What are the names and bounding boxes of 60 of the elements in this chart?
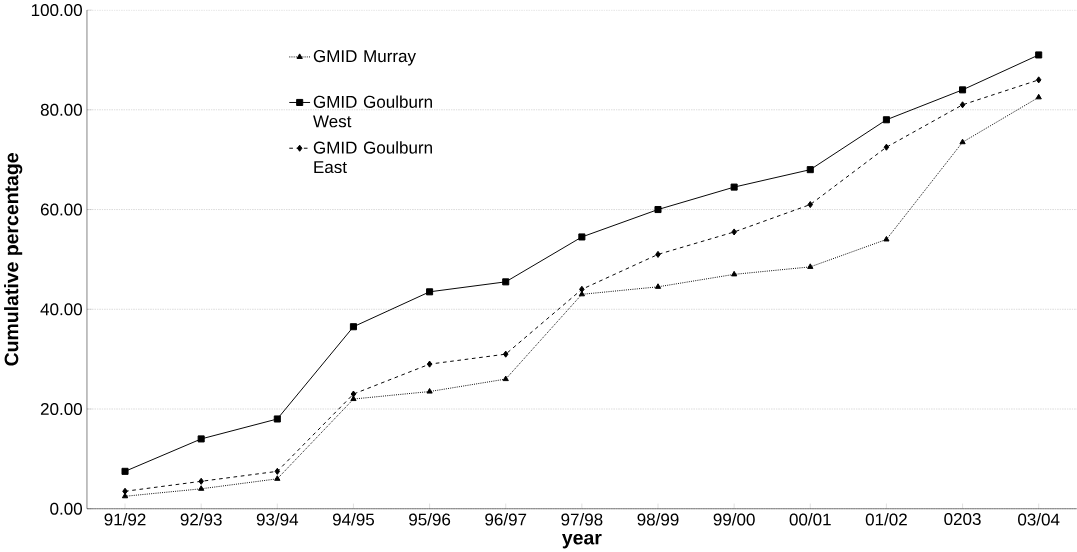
point	[959, 101, 966, 109]
point	[731, 228, 737, 236]
point	[197, 435, 205, 443]
x-tick-label: 91/92	[104, 512, 146, 526]
point	[502, 350, 509, 358]
point	[807, 263, 814, 269]
point	[274, 467, 281, 475]
point	[502, 278, 510, 286]
point	[1035, 76, 1042, 84]
point	[502, 375, 509, 381]
x-tick-label: 93/94	[256, 512, 299, 526]
point	[655, 250, 661, 258]
point	[350, 390, 357, 398]
point	[426, 387, 433, 394]
point	[121, 467, 129, 475]
x-tick-label: 96/97	[485, 512, 527, 526]
x-tick-label: 01/02	[865, 512, 907, 526]
x-tick-label: 92/93	[180, 512, 222, 526]
point	[1035, 51, 1043, 59]
point	[959, 138, 966, 144]
x-tick-label: 94/95	[332, 512, 375, 526]
y-tick-label: 0.00	[50, 502, 83, 515]
x-tick-label: 00/01	[789, 512, 831, 526]
point	[806, 165, 814, 173]
point	[578, 233, 586, 241]
x-tick-label: 99/00	[713, 512, 755, 526]
point	[883, 235, 890, 242]
point	[426, 288, 434, 296]
point	[807, 200, 814, 208]
point	[959, 86, 967, 94]
x-tick-label: 0203	[944, 512, 981, 525]
point	[882, 116, 890, 124]
y-tick-label: 40.00	[40, 303, 83, 316]
y-tick-label: 60.00	[40, 203, 83, 216]
point	[579, 285, 585, 293]
point	[731, 270, 738, 277]
point	[122, 487, 128, 495]
point	[883, 143, 890, 151]
x-tick-label: 03/04	[1018, 512, 1060, 526]
point	[274, 475, 281, 481]
x-tick-label: 95/96	[409, 512, 451, 526]
point	[273, 415, 281, 423]
y-axis-title: Cumulative percentage	[4, 152, 23, 366]
point	[1035, 93, 1042, 100]
x-tick-label: 98/99	[637, 512, 679, 526]
point	[198, 485, 205, 491]
legend-label: GMID Goulburn East	[313, 140, 432, 173]
point	[426, 360, 433, 368]
point	[730, 183, 738, 191]
point	[349, 322, 357, 331]
x-tick-label: 97/98	[561, 512, 603, 526]
point	[198, 477, 204, 485]
y-tick-label: 20.00	[40, 402, 83, 415]
point	[654, 205, 662, 213]
y-tick-label: 80.00	[40, 103, 83, 116]
y-tick-label: 100.00	[31, 3, 82, 16]
point	[654, 283, 662, 289]
legend-label: GMID Murray	[313, 49, 416, 66]
legend-label: GMID Goulburn West	[313, 95, 432, 128]
x-axis-title: year	[562, 533, 602, 549]
